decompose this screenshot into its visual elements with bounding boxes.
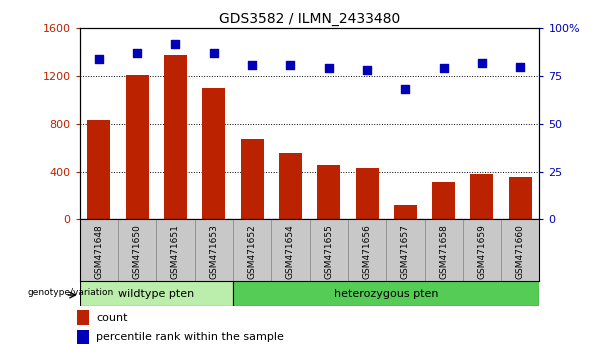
Point	[209, 50, 219, 56]
Bar	[471, 174, 493, 219]
Bar	[77, 330, 89, 344]
Text: GSM471653: GSM471653	[209, 224, 218, 279]
Point	[400, 87, 410, 92]
Text: GSM471654: GSM471654	[286, 224, 295, 279]
Bar	[501, 219, 539, 281]
Point	[170, 41, 180, 46]
Bar	[279, 153, 302, 219]
Bar	[118, 219, 156, 281]
Text: GSM471650: GSM471650	[132, 224, 142, 279]
Text: GSM471656: GSM471656	[362, 224, 371, 279]
Bar	[156, 219, 195, 281]
Bar	[310, 219, 348, 281]
Bar	[318, 165, 340, 219]
Text: percentile rank within the sample: percentile rank within the sample	[96, 332, 284, 342]
Bar	[509, 177, 531, 219]
Text: GSM471655: GSM471655	[324, 224, 333, 279]
Bar	[432, 182, 455, 219]
Point	[324, 65, 333, 71]
Text: wildtype pten: wildtype pten	[118, 289, 194, 299]
Bar	[233, 281, 539, 306]
Point	[516, 64, 525, 69]
Bar	[87, 120, 110, 219]
Bar	[240, 139, 264, 219]
Bar	[233, 219, 271, 281]
Point	[132, 50, 142, 56]
Bar	[164, 55, 187, 219]
Bar	[195, 219, 233, 281]
Bar	[271, 219, 310, 281]
Bar	[386, 219, 424, 281]
Text: GSM471651: GSM471651	[171, 224, 180, 279]
Point	[439, 65, 449, 71]
Bar	[126, 75, 148, 219]
Text: genotype/variation: genotype/variation	[28, 288, 114, 297]
Point	[286, 62, 295, 68]
Bar	[77, 310, 89, 325]
Bar	[424, 219, 463, 281]
Point	[477, 60, 487, 65]
Bar	[394, 205, 417, 219]
Text: GSM471659: GSM471659	[478, 224, 487, 279]
Bar	[356, 168, 379, 219]
Bar	[348, 219, 386, 281]
Point	[94, 56, 104, 62]
Text: GSM471658: GSM471658	[439, 224, 448, 279]
Text: GSM471660: GSM471660	[516, 224, 525, 279]
Text: count: count	[96, 313, 128, 323]
Text: GSM471652: GSM471652	[248, 224, 257, 279]
Title: GDS3582 / ILMN_2433480: GDS3582 / ILMN_2433480	[219, 12, 400, 26]
Text: GSM471648: GSM471648	[94, 224, 104, 279]
Bar	[80, 219, 118, 281]
Point	[362, 68, 372, 73]
Text: GSM471657: GSM471657	[401, 224, 410, 279]
Bar	[202, 88, 226, 219]
Text: heterozygous pten: heterozygous pten	[334, 289, 438, 299]
Bar	[463, 219, 501, 281]
Bar	[80, 281, 233, 306]
Point	[247, 62, 257, 68]
